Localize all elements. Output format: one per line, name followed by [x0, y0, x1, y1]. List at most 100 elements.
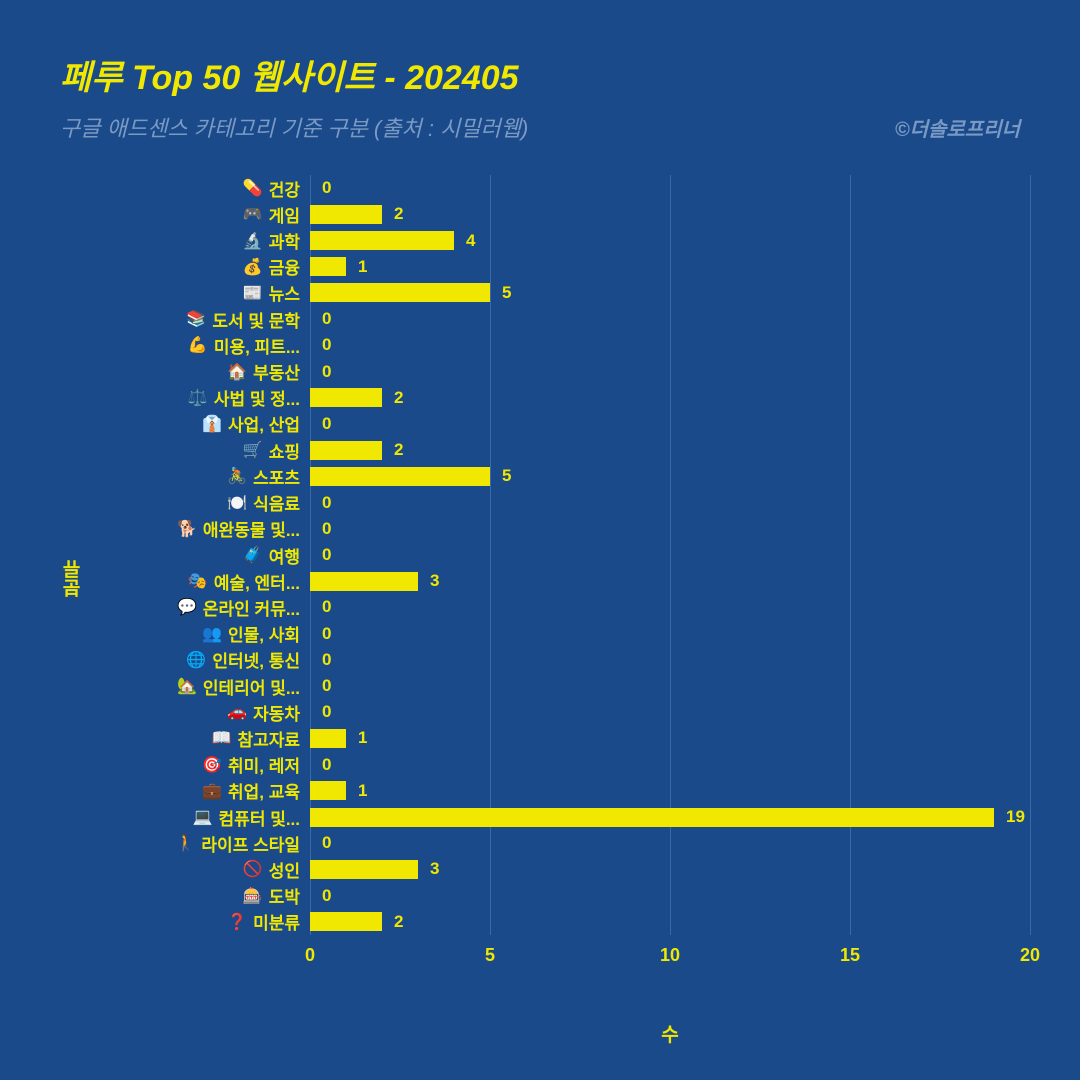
bar — [310, 283, 490, 302]
category-icon: 📰 — [243, 283, 263, 303]
category-label: 🚫성인 — [20, 860, 300, 879]
bar-row: 0 — [310, 336, 331, 355]
bar — [310, 257, 346, 276]
bar-value-label: 2 — [394, 388, 403, 408]
bar — [310, 205, 382, 224]
bar-row: 0 — [310, 362, 331, 381]
category-icon: 🐕 — [177, 519, 197, 539]
bar — [310, 441, 382, 460]
bar-value-label: 0 — [322, 362, 331, 382]
bar-value-label: 0 — [322, 414, 331, 434]
category-text: 미분류 — [253, 909, 300, 934]
chart-credit: ©더솔로프리너 — [895, 113, 1020, 142]
bar-value-label: 1 — [358, 728, 367, 748]
bar — [310, 729, 346, 748]
category-icon: ⚖️ — [188, 388, 208, 408]
category-label: 🚗자동차 — [20, 703, 300, 722]
category-label: 📖참고자료 — [20, 729, 300, 748]
chart-subtitle: 구글 애드센스 카테고리 기준 구분 (출처 : 시밀러웹) — [60, 111, 528, 143]
bars-container: 024150002025000300000101190302 — [310, 175, 1030, 935]
bar-value-label: 0 — [322, 335, 331, 355]
category-text: 참고자료 — [237, 726, 300, 751]
bar-value-label: 3 — [430, 859, 439, 879]
bar-row: 5 — [310, 283, 511, 302]
category-icon: 🏡 — [177, 676, 197, 696]
category-text: 취미, 레저 — [228, 752, 300, 777]
category-text: 인물, 사회 — [228, 621, 300, 646]
bar-value-label: 1 — [358, 257, 367, 277]
bar — [310, 912, 382, 931]
bar-row: 0 — [310, 519, 331, 538]
category-icon: 🔬 — [243, 231, 263, 251]
category-icon: 💬 — [177, 597, 197, 617]
category-icon: 💊 — [243, 178, 263, 198]
x-tick-label: 10 — [660, 945, 680, 966]
bar-value-label: 0 — [322, 519, 331, 539]
bar-row: 5 — [310, 467, 511, 486]
category-text: 자동차 — [253, 700, 300, 725]
bar-value-label: 1 — [358, 781, 367, 801]
bar — [310, 231, 454, 250]
category-label: ❓ 미분류 — [20, 912, 300, 931]
bar-value-label: 0 — [322, 545, 331, 565]
gridline — [1030, 175, 1031, 935]
bar — [310, 860, 418, 879]
bar-row: 3 — [310, 860, 439, 879]
category-text: 게임 — [269, 202, 300, 227]
bar-row: 0 — [310, 677, 331, 696]
bar-value-label: 2 — [394, 440, 403, 460]
bar-row: 19 — [310, 808, 1025, 827]
category-label: 🏠 부동산 — [20, 362, 300, 381]
category-label: 💰금융 — [20, 257, 300, 276]
bar-row: 0 — [310, 493, 331, 512]
bar-value-label: 0 — [322, 493, 331, 513]
bar — [310, 808, 994, 827]
bar-value-label: 0 — [322, 833, 331, 853]
bar-row: 0 — [310, 755, 331, 774]
chart-header: 페루 Top 50 웹사이트 - 202405 구글 애드센스 카테고리 기준 … — [0, 0, 1080, 163]
category-text: 예술, 엔터... — [214, 569, 300, 594]
category-text: 스포츠 — [253, 464, 300, 489]
bar-row: 0 — [310, 624, 331, 643]
bar-value-label: 19 — [1006, 807, 1025, 827]
subtitle-row: 구글 애드센스 카테고리 기준 구분 (출처 : 시밀러웹) ©더솔로프리너 — [60, 111, 1020, 143]
category-icon: 👔 — [202, 414, 222, 434]
bar-value-label: 2 — [394, 204, 403, 224]
category-icon: 🎰 — [243, 886, 263, 906]
category-label: 👔사업, 산업 — [20, 414, 300, 433]
category-text: 뉴스 — [269, 280, 300, 305]
category-label: 🐕애완동물 및... — [20, 519, 300, 538]
category-icon: 🏠 — [227, 362, 247, 382]
bar — [310, 388, 382, 407]
bar-value-label: 0 — [322, 702, 331, 722]
category-label: 🌐인터넷, 통신 — [20, 650, 300, 669]
category-text: 컴퓨터 및... — [219, 805, 300, 830]
category-icon: 📚 — [186, 309, 206, 329]
category-label: ⚖️ 사법 및 정... — [20, 388, 300, 407]
y-axis-label: 분류 — [60, 560, 87, 598]
category-icon: 🎮 — [243, 204, 263, 224]
category-icon: 🛒 — [243, 440, 263, 460]
bar-row: 0 — [310, 834, 331, 853]
category-label: 💪미용, 피트... — [20, 336, 300, 355]
category-text: 부동산 — [253, 359, 300, 384]
bar-row: 1 — [310, 729, 367, 748]
category-text: 여행 — [269, 543, 300, 568]
category-label: 🍽️식음료 — [20, 493, 300, 512]
bar-row: 0 — [310, 546, 331, 565]
category-text: 쇼핑 — [269, 438, 300, 463]
x-tick-label: 20 — [1020, 945, 1040, 966]
category-icon: 🌐 — [186, 650, 206, 670]
bar-value-label: 0 — [322, 624, 331, 644]
category-icon: ❓ — [227, 912, 247, 932]
bar-value-label: 0 — [322, 886, 331, 906]
x-tick-label: 0 — [305, 945, 315, 966]
category-icon: 🚶 — [176, 833, 196, 853]
x-tick-label: 5 — [485, 945, 495, 966]
bar — [310, 781, 346, 800]
bar-row: 2 — [310, 912, 403, 931]
bar-row: 2 — [310, 441, 403, 460]
category-label: 📰 뉴스 — [20, 283, 300, 302]
category-text: 사법 및 정... — [214, 385, 300, 410]
category-text: 온라인 커뮤... — [203, 595, 300, 620]
